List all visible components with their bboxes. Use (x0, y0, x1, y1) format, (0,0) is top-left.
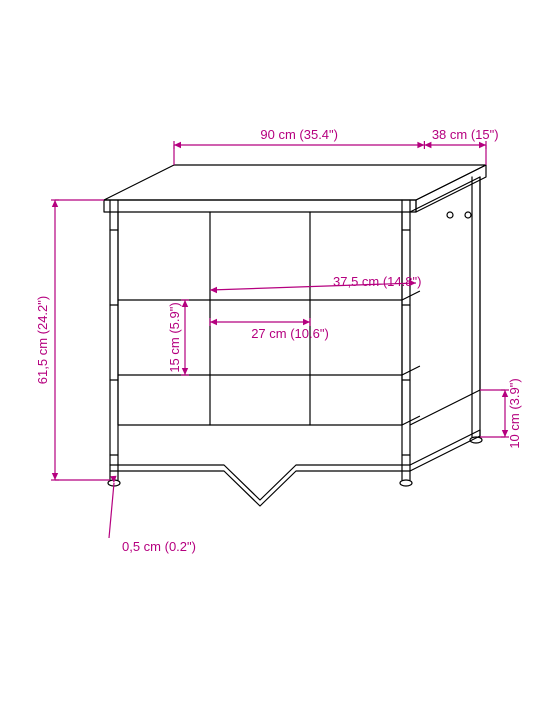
svg-text:10 cm (3.9"): 10 cm (3.9") (507, 378, 522, 448)
svg-text:37,5 cm (14.8"): 37,5 cm (14.8") (333, 274, 421, 289)
svg-text:61,5 cm (24.2"): 61,5 cm (24.2") (35, 296, 50, 384)
svg-text:0,5 cm (0.2"): 0,5 cm (0.2") (122, 539, 196, 554)
dimension-drawing: 90 cm (35.4") 38 cm (15") 61,5 cm (24.2") 1… (0, 0, 540, 720)
svg-text:15 cm (5.9"): 15 cm (5.9") (167, 302, 182, 372)
svg-text:90 cm (35.4"): 90 cm (35.4") (260, 127, 338, 142)
svg-text:38 cm (15"): 38 cm (15") (432, 127, 499, 142)
svg-text:27 cm (10.6"): 27 cm (10.6") (251, 326, 329, 341)
